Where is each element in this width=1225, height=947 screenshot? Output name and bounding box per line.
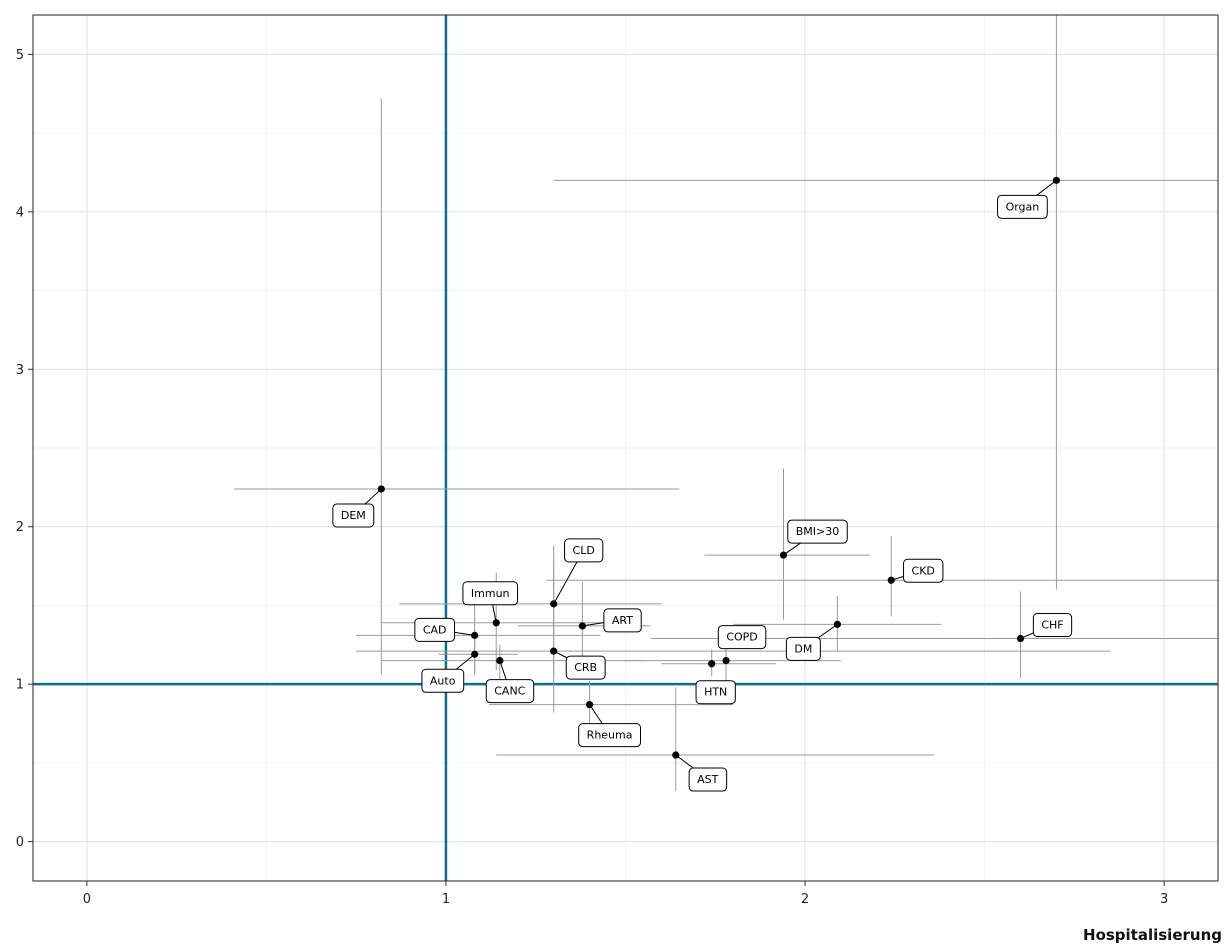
point-label: Rheuma [578, 723, 641, 748]
data-point [1052, 176, 1061, 184]
point-label-text: CANC [494, 685, 525, 698]
data-point [496, 656, 504, 665]
point-label-text: Organ [1006, 200, 1040, 213]
data-point [492, 619, 500, 627]
data-point [471, 631, 479, 639]
x-tick-label: 2 [801, 892, 809, 907]
point-label-text: Rheuma [587, 729, 633, 742]
data-point [672, 751, 680, 759]
point-label: CKD [903, 558, 944, 583]
point-label: CANC [485, 679, 535, 704]
point-label-text: DEM [341, 509, 366, 522]
x-tick-label: 3 [1160, 892, 1168, 907]
point-label-text: CAD [423, 623, 447, 636]
point-label-box [485, 679, 535, 704]
data-point [722, 656, 730, 665]
y-tick-label: 5 [16, 48, 24, 63]
point-label-box [564, 538, 604, 563]
data-points [377, 176, 1061, 759]
data-point [833, 620, 841, 628]
point-labels: Organ DEM BMI>30 CKD CHF CLD Immun ART CAD DM COPD… [332, 194, 1073, 792]
point-label: Immun [462, 581, 519, 606]
y-axis-ticks: 0 1 2 3 4 5 [16, 48, 33, 850]
point-label-box [903, 558, 944, 583]
data-point [779, 551, 788, 559]
data-point [708, 660, 716, 668]
point-label: CAD [414, 617, 456, 642]
x-axis-ticks: 0 1 2 3 [83, 881, 1168, 907]
point-label: AST [688, 767, 728, 792]
y-tick-label: 0 [16, 835, 24, 850]
point-label-text: AST [697, 773, 719, 786]
x-axis-title: Hospitalisierung [1083, 926, 1222, 944]
point-label-box [414, 617, 456, 642]
point-label: BMI>30 [787, 519, 848, 544]
point-label-box [997, 194, 1048, 219]
y-tick-label: 4 [16, 205, 24, 220]
data-point [578, 622, 587, 630]
point-label-text: COPD [726, 631, 757, 644]
point-label-box [785, 636, 821, 661]
point-label: COPD [717, 625, 767, 650]
point-label-box [578, 723, 641, 748]
data-point [887, 576, 895, 584]
point-label-box [717, 625, 767, 650]
point-label-box [462, 581, 519, 606]
point-label-text: CRB [574, 661, 597, 674]
point-label-text: Immun [471, 587, 510, 600]
point-label: ART [603, 608, 642, 633]
point-label: CHF [1032, 613, 1073, 638]
point-label-box [1032, 613, 1073, 638]
point-label-text: ART [612, 614, 633, 627]
point-label-text: CHF [1041, 619, 1063, 632]
point-label-box [695, 680, 736, 705]
point-label-box [565, 655, 606, 680]
y-tick-label: 2 [16, 520, 24, 535]
data-point [377, 485, 385, 493]
point-label-text: DM [794, 642, 812, 655]
data-point [550, 600, 558, 608]
y-tick-label: 1 [16, 678, 24, 693]
point-label-box [688, 767, 728, 792]
point-label-text: BMI>30 [796, 525, 840, 538]
point-label-box [421, 668, 465, 693]
point-label: Organ [997, 194, 1048, 219]
x-tick-label: 0 [83, 892, 91, 907]
point-label-text: Auto [430, 674, 456, 687]
point-label: Auto [421, 668, 465, 693]
reference-lines [33, 15, 1218, 881]
point-label: HTN [695, 680, 736, 705]
error-bars [234, 15, 1218, 792]
plot-panel-border [32, 14, 1219, 882]
point-label: CLD [564, 538, 604, 563]
data-point [585, 701, 594, 709]
point-label-box [603, 608, 642, 633]
x-tick-label: 1 [442, 892, 450, 907]
point-label: DM [785, 636, 821, 661]
point-label-text: CKD [912, 564, 935, 577]
data-point [471, 650, 479, 658]
y-tick-label: 3 [16, 363, 24, 378]
point-label-text: HTN [704, 686, 727, 699]
point-label: CRB [565, 655, 606, 680]
point-label-text: CLD [573, 544, 595, 557]
data-point [550, 647, 558, 655]
point-label-box [332, 503, 375, 528]
grid-minor [33, 15, 1218, 881]
point-label: DEM [332, 503, 375, 528]
data-point [1016, 634, 1025, 643]
point-label-box [787, 519, 848, 544]
